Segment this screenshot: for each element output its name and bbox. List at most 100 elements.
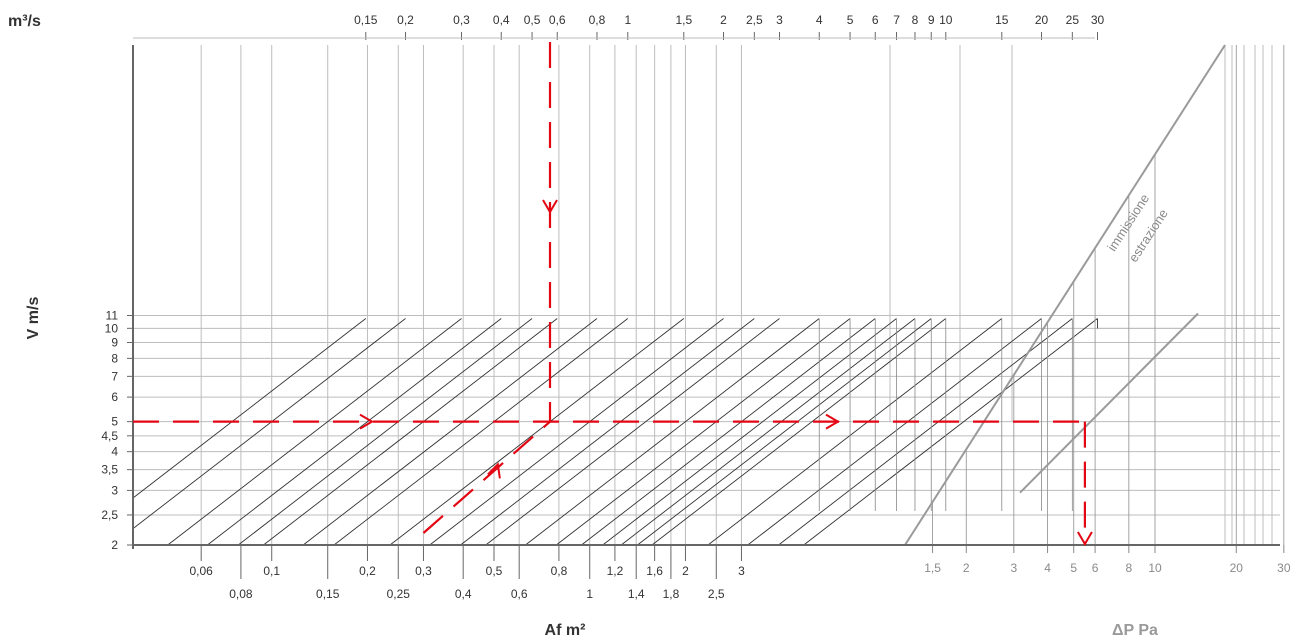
y-tick-label: 4,5 [101,429,118,443]
area-tick-label: 0,15 [316,587,340,601]
flow-tick-label: 0,2 [397,13,414,27]
estrazione-curve [1019,312,1199,494]
flow-axis-title: m³/s [8,13,41,30]
velocity-axis-title: V m/s [25,297,42,340]
area-tick-label: 0,5 [486,564,503,578]
y-tick-label: 7 [111,369,118,383]
flow-tick-label: 0,4 [493,13,510,27]
flow-line [263,318,558,546]
pressure-axis-title: ΔP Pa [1112,622,1158,639]
example-path [133,42,1093,546]
area-tick-label: 0,25 [387,587,411,601]
area-tick-label: 0,4 [455,587,472,601]
flow-tick-label: 7 [893,13,900,27]
flow-tick-label: 4 [816,13,823,27]
pressure-tick-label: 4 [1044,561,1051,575]
area-axis-title: Af m² [545,622,586,639]
area-tick-label: 1,6 [646,564,663,578]
flow-tick-label: 15 [995,13,1009,27]
y-tick-label: 10 [105,321,119,335]
flow-line [238,318,533,546]
area-tick-label: 2,5 [708,587,725,601]
flow-tick-label: 6 [872,13,879,27]
flow-line [620,318,916,546]
flow-tick-label: 10 [939,13,953,27]
flow-tick-label: 5 [847,13,854,27]
area-tick-label: 0,6 [511,587,528,601]
pressure-tick-label: 6 [1092,561,1099,575]
flow-line [556,318,851,546]
flow-line [302,318,598,546]
flow-line [132,318,406,529]
area-tick-label: 1,2 [607,564,624,578]
flow-line [333,318,629,546]
y-tick-label: 8 [111,351,118,365]
flow-line [747,318,1042,546]
immissione-curve [904,44,1226,546]
flow-tick-label: 0,5 [524,13,541,27]
pressure-tick-label: 3 [1010,561,1017,575]
axes [127,32,1285,579]
flow-line [778,318,1073,546]
arrow-up-diag [487,462,501,479]
pressure-curves [904,44,1285,546]
pressure-tick-label: 30 [1277,561,1291,575]
area-tick-label: 1 [586,587,593,601]
area-tick-label: 1,8 [663,587,680,601]
y-tick-label: 3 [111,483,118,497]
flow-tick-label: 25 [1066,13,1080,27]
pressure-tick-label: 20 [1230,561,1244,575]
area-tick-label: 1,4 [628,587,645,601]
flow-line [602,318,897,546]
flow-line [651,318,947,546]
arrow-right-1 [359,413,374,430]
flow-line [167,318,462,546]
flow-tick-label: 1,5 [675,13,692,27]
y-tick-label: 2 [111,538,118,552]
area-tick-label: 0,8 [551,564,568,578]
flow-line [803,318,1098,546]
flow-line [389,318,685,546]
pressure-tick-label: 8 [1125,561,1132,575]
area-tick-label: 3 [738,564,745,578]
flow-tick-label: 2,5 [746,13,763,27]
flow-tick-label: 8 [912,13,919,27]
flow-line [581,318,876,546]
flow-tick-label: 2 [720,13,727,27]
y-tick-label: 9 [111,336,118,350]
flow-tick-label: 0,3 [453,13,470,27]
pressure-tick-label: 5 [1070,561,1077,575]
flow-tick-label: 1 [624,13,631,27]
area-tick-label: 0,3 [415,564,432,578]
flow-line [132,318,367,499]
y-tick-label: 3,5 [101,463,118,477]
flow-tick-label: 3 [776,13,783,27]
flow-line [207,318,502,546]
y-tick-label: 2,5 [101,508,118,522]
example-area-segment [422,420,551,534]
flow-line [429,318,724,546]
area-tick-label: 0,1 [263,564,280,578]
pressure-tick-label: 10 [1148,561,1162,575]
flow-line [460,318,755,546]
flow-line [707,318,1003,546]
area-tick-label: 0,06 [190,564,214,578]
flow-tick-label: 0,15 [354,13,378,27]
grid [133,45,1280,545]
flow-line [525,318,820,546]
pressure-tick-label: 2 [963,561,970,575]
pressure-tick-label: 1,5 [924,561,941,575]
area-tick-label: 2 [682,564,689,578]
y-tick-label: 6 [111,390,118,404]
area-tick-label: 0,08 [229,587,253,601]
y-tick-label: 4 [111,445,118,459]
arrow-down-2 [1077,531,1093,546]
arrow-right-2 [825,413,840,430]
flow-tick-label: 9 [928,13,935,27]
area-tick-label: 0,2 [359,564,376,578]
y-tick-label: 11 [106,308,119,322]
arrow-down-1 [542,199,558,214]
y-tick-label: 5 [111,415,118,429]
